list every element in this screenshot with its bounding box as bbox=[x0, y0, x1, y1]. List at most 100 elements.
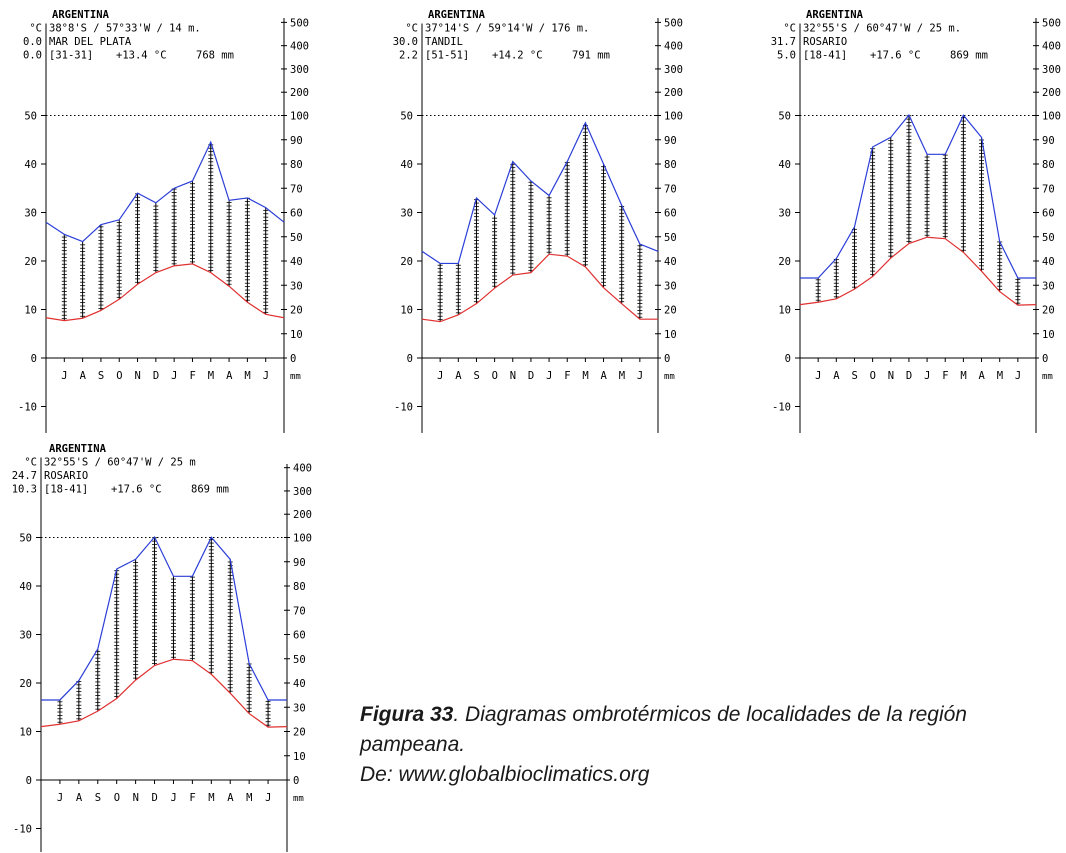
figure-caption: Figura 33. Diagramas ombrotérmicos de lo… bbox=[360, 700, 1060, 790]
precip-tick-label: 60 bbox=[1042, 208, 1055, 220]
temp-tick-label: 20 bbox=[24, 256, 37, 268]
precip-tick-label: 90 bbox=[290, 135, 303, 147]
precip-tick-label: 80 bbox=[1042, 159, 1055, 171]
annual-precip-label: 869 mm bbox=[950, 50, 988, 62]
month-label: O bbox=[116, 370, 122, 382]
header-value-label: 24.7 bbox=[12, 470, 37, 482]
left-unit-label: °C bbox=[405, 23, 418, 35]
precip-tick-label: 200 bbox=[664, 87, 683, 99]
month-label: J bbox=[170, 792, 176, 804]
climate-diagram-rosario-2: ARGENTINA °C 32°55'S / 60°47'W / 25 m 24.7 R… bbox=[5, 442, 325, 852]
precip-tick-label: 30 bbox=[664, 280, 677, 292]
chart-svg: ARGENTINA °C 37°14'S / 59°14'W / 176 m. 30.… bbox=[393, 9, 683, 433]
period-label: [51-51] bbox=[425, 50, 469, 62]
precip-tick-label: 200 bbox=[293, 509, 312, 521]
mean-temp-label: +13.4 °C bbox=[116, 50, 167, 62]
month-label: J bbox=[57, 792, 63, 804]
precipitation-line bbox=[45, 140, 285, 243]
temp-tick-label: 30 bbox=[19, 630, 32, 642]
precip-tick-label: 400 bbox=[1042, 41, 1061, 53]
month-label: F bbox=[564, 370, 570, 382]
precip-tick-label: 300 bbox=[290, 64, 309, 76]
temperature-line bbox=[799, 236, 1037, 306]
temperature-line bbox=[421, 253, 658, 323]
precip-tick-label: 500 bbox=[290, 17, 309, 29]
month-label: J bbox=[637, 370, 643, 382]
precip-tick-label: 70 bbox=[290, 183, 303, 195]
precip-tick-label: 80 bbox=[664, 159, 677, 171]
annual-precip-label: 869 mm bbox=[191, 484, 229, 496]
period-label: [31-31] bbox=[49, 50, 93, 62]
header-value-label: 0.0 bbox=[23, 36, 42, 48]
annual-precip-label: 768 mm bbox=[196, 50, 234, 62]
month-label: D bbox=[528, 370, 534, 382]
precip-tick-label: 10 bbox=[290, 329, 303, 341]
temp-tick-label: 0 bbox=[785, 353, 791, 365]
month-label: N bbox=[510, 370, 516, 382]
temp-tick-label: 40 bbox=[19, 581, 32, 593]
month-label: J bbox=[263, 370, 269, 382]
country-label: ARGENTINA bbox=[428, 9, 486, 21]
climate-diagram-tandil: ARGENTINA °C 37°14'S / 59°14'W / 176 m. 30.… bbox=[392, 8, 692, 433]
mean-temp-label: +17.6 °C bbox=[870, 50, 921, 62]
temp-tick-label: 20 bbox=[19, 678, 32, 690]
temp-tick-label: -10 bbox=[394, 402, 413, 414]
precip-tick-label: 90 bbox=[293, 557, 306, 569]
precip-tick-label: 20 bbox=[293, 727, 306, 739]
period-label: [18-41] bbox=[803, 50, 847, 62]
month-label: M bbox=[582, 370, 588, 382]
precip-tick-label: 30 bbox=[290, 280, 303, 292]
month-label: M bbox=[619, 370, 625, 382]
mean-temp-label: +17.6 °C bbox=[111, 484, 162, 496]
month-label: M bbox=[960, 370, 966, 382]
precip-tick-label: 40 bbox=[293, 678, 306, 690]
month-label: S bbox=[98, 370, 104, 382]
month-label: A bbox=[833, 370, 840, 382]
header-value-label: 31.7 bbox=[771, 36, 796, 48]
precip-tick-label: 300 bbox=[293, 486, 312, 498]
precip-unit-label: mm bbox=[290, 372, 301, 382]
precip-tick-label: 100 bbox=[290, 111, 309, 123]
temp-tick-label: 0 bbox=[26, 775, 32, 787]
month-label: J bbox=[61, 370, 67, 382]
coordinates-label: 37°14'S / 59°14'W / 176 m. bbox=[425, 23, 589, 35]
precip-tick-label: 50 bbox=[1042, 232, 1055, 244]
month-label: J bbox=[1015, 370, 1021, 382]
precip-tick-label: 40 bbox=[664, 256, 677, 268]
precip-tick-label: 90 bbox=[664, 135, 677, 147]
header-value-label: 0.0 bbox=[23, 50, 42, 62]
temp-tick-label: 10 bbox=[778, 305, 791, 317]
precip-tick-label: 10 bbox=[664, 329, 677, 341]
month-label: M bbox=[208, 792, 214, 804]
temp-tick-label: 30 bbox=[778, 208, 791, 220]
station-label: ROSARIO bbox=[44, 470, 88, 482]
precip-tick-label: 400 bbox=[290, 41, 309, 53]
precip-tick-label: 60 bbox=[290, 208, 303, 220]
month-label: O bbox=[492, 370, 498, 382]
month-label: N bbox=[135, 370, 141, 382]
figure-label: Figura 33 bbox=[360, 703, 454, 726]
precip-tick-label: 90 bbox=[1042, 135, 1055, 147]
country-label: ARGENTINA bbox=[806, 9, 864, 21]
temp-tick-label: 50 bbox=[400, 111, 413, 123]
station-label: ROSARIO bbox=[803, 36, 847, 48]
precip-tick-label: 70 bbox=[664, 183, 677, 195]
precip-tick-label: 200 bbox=[290, 87, 309, 99]
precip-tick-label: 60 bbox=[664, 208, 677, 220]
month-label: S bbox=[473, 370, 479, 382]
temperature-line bbox=[40, 658, 288, 728]
chart-svg: ARGENTINA°C 38°8'S / 57°33'W / 14 m.0.0 MA… bbox=[18, 9, 309, 433]
temp-tick-label: 10 bbox=[19, 727, 32, 739]
precip-unit-label: mm bbox=[664, 372, 675, 382]
temp-tick-label: 40 bbox=[778, 159, 791, 171]
header-value-label: 30.0 bbox=[393, 36, 418, 48]
temp-tick-label: 50 bbox=[19, 533, 32, 545]
month-label: A bbox=[227, 792, 234, 804]
precip-tick-label: 400 bbox=[293, 463, 312, 475]
temp-tick-label: 0 bbox=[407, 353, 413, 365]
month-label: O bbox=[114, 792, 120, 804]
precip-tick-label: 100 bbox=[664, 111, 683, 123]
header-value-label: 10.3 bbox=[12, 484, 37, 496]
precip-tick-label: 400 bbox=[664, 41, 683, 53]
precip-tick-label: 80 bbox=[290, 159, 303, 171]
